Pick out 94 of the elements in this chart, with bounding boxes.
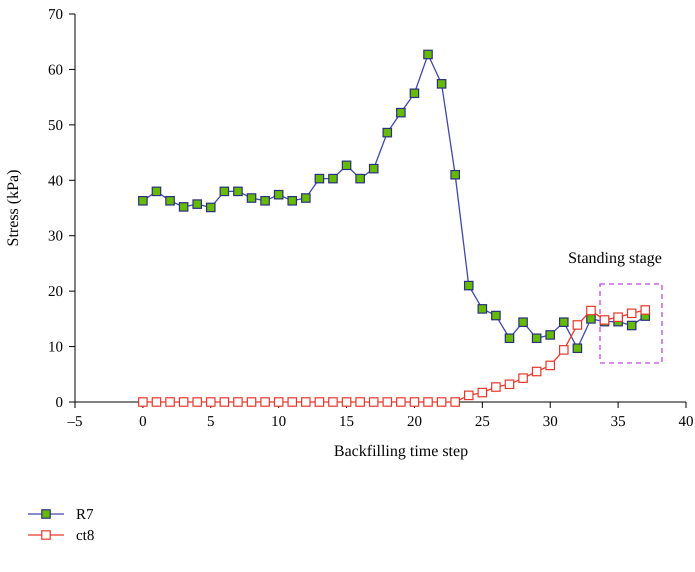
y-tick-label: 40 [48,173,63,190]
point [368,397,379,407]
point [165,196,175,206]
point [274,190,284,200]
x-tick-label: 5 [207,414,215,430]
point [382,397,392,407]
y-tick-label: 0 [56,395,63,411]
y-tick-label: 20 [48,284,63,300]
point [640,305,650,315]
point [233,186,243,196]
point [287,196,298,206]
point [301,397,311,407]
y-tick-label: 70 [48,7,63,23]
point [138,397,148,407]
x-tick-label: 25 [474,414,490,430]
point [518,317,528,327]
point [287,397,298,407]
point [464,280,474,290]
x-tick-label: –5 [66,414,82,430]
point [368,164,379,174]
point [342,160,352,170]
point [192,397,202,407]
point [396,397,406,407]
y-axis-title: Stress (kPa) [5,170,22,246]
x-tick-label: 10 [271,414,286,430]
point [559,345,569,355]
point [450,397,460,407]
x-tick-label: 40 [678,414,694,430]
point [152,186,162,196]
point [478,388,488,398]
point [464,390,474,400]
point [410,397,420,407]
point [260,397,270,407]
point [559,317,569,327]
point [545,360,556,370]
point [572,320,582,330]
x-tick-label: 35 [610,414,626,430]
point [423,50,433,60]
point [518,373,528,383]
point [436,397,446,407]
point [355,174,365,184]
point [138,196,148,206]
point [260,196,270,206]
point [382,128,392,138]
point [220,397,230,407]
point [626,320,636,330]
point [545,330,556,340]
point [165,397,175,407]
point [328,174,338,184]
point [328,397,338,407]
point [274,397,284,407]
point [246,397,256,407]
y-tick-label: 50 [48,118,63,134]
point [301,193,311,203]
x-tick-label: 30 [542,414,558,430]
point [504,379,514,390]
point [586,306,596,316]
point [206,202,216,212]
point [410,88,420,98]
point [491,310,501,320]
x-tick-label: 20 [406,414,422,430]
point [532,333,542,344]
point [314,397,324,407]
point [478,304,488,314]
point [233,397,243,407]
point [342,397,352,407]
point [355,397,365,407]
legend-label: R7 [76,507,94,523]
y-tick-label: 30 [48,228,63,245]
point [491,382,501,392]
point [152,397,162,407]
point [436,79,446,89]
point [396,108,406,118]
x-axis-title: Backfilling time step [334,443,468,460]
annotation: Standing stage [568,250,662,267]
point [178,397,188,407]
point [532,366,542,376]
point [192,199,202,209]
point [178,202,188,212]
point [450,170,460,180]
y-tick-label: 60 [48,62,63,78]
x-tick-label: 15 [339,414,354,430]
legend-label: ct8 [76,528,94,544]
point [423,397,433,407]
y-tick-label: 10 [48,340,63,356]
point [504,333,514,344]
point [246,193,256,203]
x-tick-label: 0 [139,414,147,430]
point [206,397,216,407]
point [220,186,230,196]
point [314,174,324,184]
point [613,312,623,322]
point [572,343,582,354]
point [626,308,636,318]
